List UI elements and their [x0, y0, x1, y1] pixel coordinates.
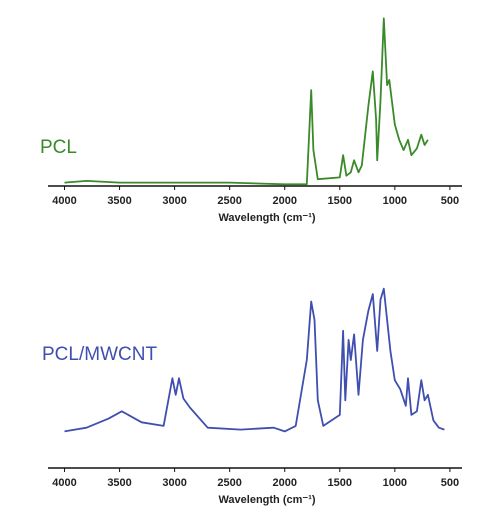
series-name: PCL	[40, 137, 77, 158]
x-tick-label: 1000	[383, 477, 407, 489]
x-tick-label: 4000	[52, 477, 76, 489]
x-tick-label: 2000	[272, 195, 296, 207]
x-tick-label: 3500	[107, 477, 131, 489]
x-tick-label: 3000	[162, 477, 186, 489]
x-tick-label: 1000	[383, 195, 407, 207]
spectrum-line	[64, 17, 429, 186]
x-tick-label: 1500	[328, 195, 352, 207]
spectrum-line	[64, 287, 445, 433]
x-tick-label: 3000	[162, 195, 186, 207]
x-tick-label: 2000	[272, 477, 296, 489]
x-tick-label: 4000	[52, 195, 76, 207]
x-tick-label: 2500	[217, 195, 241, 207]
x-tick-label: 500	[441, 477, 459, 489]
x-tick-label: 3500	[107, 195, 131, 207]
x-tick-label: 500	[441, 195, 459, 207]
x-tick-label: 1500	[328, 477, 352, 489]
x-tick-label: 2500	[217, 477, 241, 489]
x-axis-label: Wavelength (cm⁻¹)	[218, 212, 315, 224]
series-name: PCL/MWCNT	[42, 344, 157, 365]
x-axis-label: Wavelength (cm⁻¹)	[218, 494, 315, 506]
